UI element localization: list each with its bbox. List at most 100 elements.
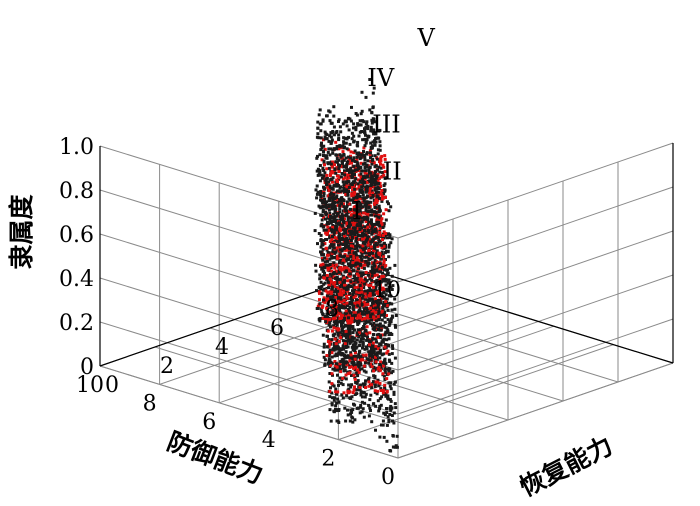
data-point [330, 256, 334, 260]
data-point [357, 355, 361, 359]
data-point [326, 263, 330, 267]
data-point [361, 358, 364, 362]
data-point [341, 214, 345, 218]
data-point [320, 267, 324, 271]
data-point [322, 154, 325, 157]
data-point [344, 231, 348, 235]
data-point [352, 134, 356, 138]
data-point [367, 403, 371, 407]
data-point [373, 244, 376, 248]
data-point [346, 287, 350, 291]
data-point [333, 206, 337, 210]
data-point [342, 347, 346, 351]
data-point [330, 169, 334, 173]
data-point [357, 134, 361, 138]
data-point [321, 313, 325, 316]
data-point [374, 197, 378, 201]
data-point [346, 372, 350, 376]
x-tick-label: 8 [143, 391, 157, 416]
data-point [318, 319, 322, 323]
data-point [383, 383, 387, 387]
data-point [350, 229, 354, 233]
data-point [378, 350, 382, 354]
data-point [374, 199, 378, 203]
data-point [354, 365, 357, 369]
data-point [354, 195, 358, 199]
data-point [377, 323, 381, 327]
data-point [349, 239, 353, 242]
data-point [314, 269, 318, 273]
data-point [362, 309, 366, 313]
data-point [317, 232, 321, 235]
data-point [381, 340, 385, 344]
data-point [343, 234, 346, 238]
data-point [342, 368, 346, 372]
data-point [349, 255, 353, 259]
z-tick-label: 0.2 [59, 311, 94, 336]
data-point [325, 294, 329, 298]
data-point [353, 357, 357, 361]
data-point [373, 247, 377, 250]
data-point [365, 172, 369, 176]
data-point [363, 127, 366, 131]
data-point [339, 266, 343, 269]
data-point [375, 267, 378, 271]
data-point [362, 301, 366, 305]
data-point [347, 391, 351, 395]
data-point [338, 237, 342, 241]
data-point [380, 199, 384, 203]
data-point [372, 230, 376, 233]
data-point [379, 257, 383, 261]
data-point [342, 280, 346, 284]
data-point [345, 147, 349, 151]
series-label: II [383, 157, 402, 185]
data-point [382, 192, 386, 195]
data-point [356, 374, 360, 378]
data-point [335, 167, 339, 171]
data-point [338, 254, 342, 258]
data-point [338, 198, 342, 202]
data-point [337, 118, 341, 122]
data-point [369, 409, 372, 412]
data-point [344, 164, 348, 168]
data-point [366, 209, 370, 213]
data-point [340, 237, 344, 241]
data-point [326, 290, 330, 294]
data-point [331, 195, 335, 199]
data-point [335, 160, 339, 164]
data-point [356, 310, 360, 314]
data-point [366, 313, 370, 317]
data-point [336, 286, 340, 290]
data-point [332, 347, 336, 351]
data-point [365, 195, 369, 199]
data-point [373, 367, 377, 371]
data-point [382, 388, 386, 392]
data-point [360, 400, 364, 404]
data-point [328, 244, 332, 248]
data-point [344, 193, 348, 196]
data-point [322, 355, 326, 359]
data-point [369, 362, 372, 366]
data-point [377, 240, 381, 244]
data-point [379, 156, 383, 160]
data-point [367, 273, 370, 277]
data-point [365, 334, 369, 338]
data-point [354, 213, 358, 217]
data-point [330, 304, 334, 308]
data-point [353, 418, 357, 422]
data-point [388, 406, 392, 410]
data-point [370, 146, 374, 150]
data-point [375, 269, 379, 273]
data-point [325, 137, 329, 141]
data-point [387, 367, 391, 371]
data-point [359, 206, 363, 210]
data-point [380, 265, 384, 269]
data-point [375, 273, 379, 277]
data-point [385, 297, 389, 301]
data-point [320, 146, 324, 150]
data-point [378, 196, 381, 200]
data-point [337, 243, 340, 247]
data-point [369, 322, 373, 326]
data-point [331, 187, 335, 191]
data-point [322, 194, 326, 198]
